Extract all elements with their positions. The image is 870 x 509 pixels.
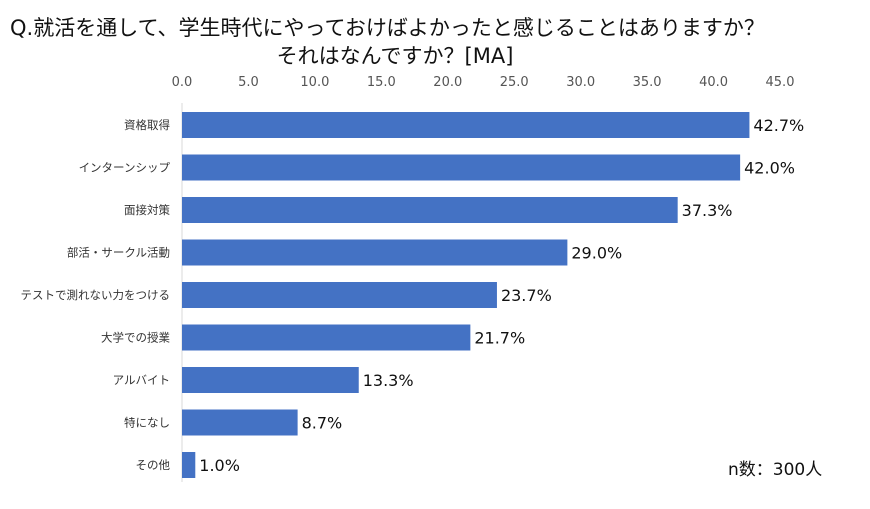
data-label: 8.7% (302, 414, 343, 433)
bar (182, 324, 471, 351)
data-label: 42.0% (744, 159, 795, 178)
bar (182, 367, 359, 393)
data-label: 23.7% (501, 286, 552, 305)
category-label: 特になし (124, 416, 170, 430)
data-label: 13.3% (363, 371, 414, 390)
bar (182, 282, 497, 308)
bar (182, 197, 678, 223)
x-tick-label: 10.0 (300, 75, 329, 90)
data-label: 21.7% (474, 329, 525, 348)
x-tick-label: 30.0 (566, 75, 595, 90)
x-tick-label: 35.0 (633, 75, 662, 90)
data-label: 29.0% (571, 244, 622, 263)
category-label: テストで測れない力をつける (21, 288, 171, 302)
category-label: 資格取得 (124, 118, 170, 132)
x-tick-label: 20.0 (433, 75, 462, 90)
bar (182, 154, 741, 181)
category-label: 大学での授業 (101, 331, 170, 345)
bar (182, 452, 196, 478)
data-label: 1.0% (199, 456, 240, 475)
category-label: インターンシップ (79, 161, 171, 175)
bar (182, 239, 568, 266)
sample-size-note: n数：300人 (728, 460, 823, 480)
x-tick-label: 40.0 (699, 75, 728, 90)
bar (182, 409, 298, 436)
x-tick-label: 15.0 (367, 75, 396, 90)
category-label: 面接対策 (124, 203, 170, 217)
x-tick-label: 45.0 (766, 75, 795, 90)
data-label: 37.3% (682, 201, 733, 220)
x-tick-label: 0.0 (172, 75, 193, 90)
data-label: 42.7% (753, 116, 804, 135)
x-tick-label: 5.0 (238, 75, 259, 90)
category-label: 部活・サークル活動 (67, 246, 170, 260)
category-label: アルバイト (113, 373, 170, 387)
chart-title-line-1: Q.就活を通して、学生時代にやっておけばよかったと感じることはありますか？ (10, 16, 765, 40)
x-tick-label: 25.0 (500, 75, 529, 90)
chart-title-line-2: それはなんですか？[MA] (276, 44, 514, 68)
category-label: その他 (136, 458, 171, 472)
bar (182, 112, 750, 138)
